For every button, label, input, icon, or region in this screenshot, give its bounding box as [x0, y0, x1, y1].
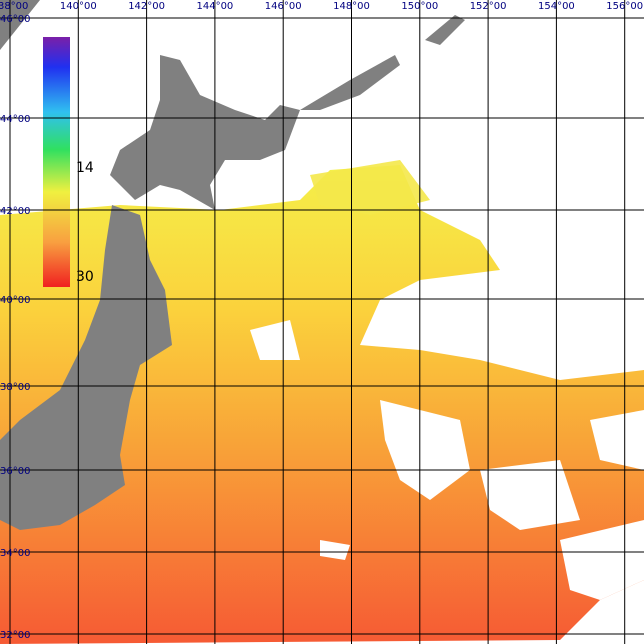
colorbar: [43, 37, 70, 287]
longitude-label: 148°00: [333, 1, 370, 12]
longitude-label: 140°00: [60, 1, 97, 12]
colorbar-label: 14: [76, 160, 94, 176]
latitude-label: 34°00: [0, 548, 30, 559]
longitude-label: 144°00: [196, 1, 233, 12]
cloud-gap: [250, 320, 644, 600]
latitude-label: 40°00: [0, 295, 30, 306]
longitude-label: 142°00: [128, 1, 165, 12]
latitude-label: 36°00: [0, 466, 30, 477]
colorbar-label: 30: [76, 269, 94, 285]
latitude-label: 44°00: [0, 114, 30, 125]
latitude-label: 42°00: [0, 206, 30, 217]
longitude-label: 152°00: [470, 1, 507, 12]
land: [0, 0, 465, 530]
latitude-label: 46°00: [0, 14, 30, 25]
sst-field: [310, 160, 430, 215]
longitude-label: 146°00: [265, 1, 302, 12]
longitude-label: 154°00: [538, 1, 575, 12]
longitude-label: 138°00: [0, 1, 28, 12]
latitude-label: 38°00: [0, 382, 30, 393]
latitude-label: 32°00: [0, 630, 30, 641]
longitude-label: 156°00: [606, 1, 643, 12]
longitude-label: 150°00: [401, 1, 438, 12]
